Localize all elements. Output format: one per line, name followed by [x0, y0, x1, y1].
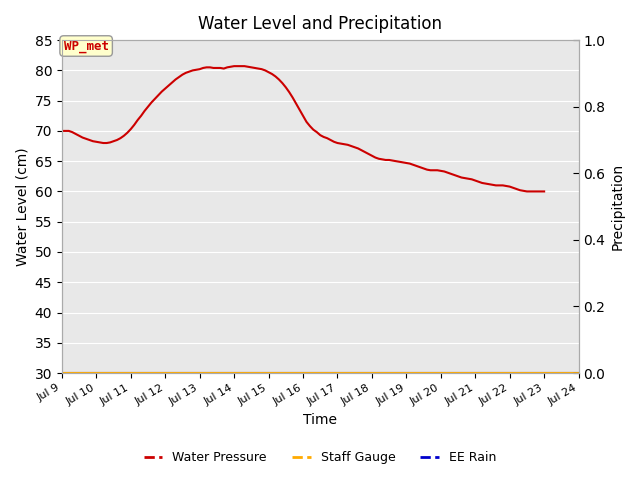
Title: Water Level and Precipitation: Water Level and Precipitation [198, 15, 442, 33]
Text: WP_met: WP_met [63, 39, 109, 52]
Y-axis label: Precipitation: Precipitation [611, 163, 625, 250]
X-axis label: Time: Time [303, 413, 337, 427]
Y-axis label: Water Level (cm): Water Level (cm) [15, 147, 29, 266]
Legend: Water Pressure, Staff Gauge, EE Rain: Water Pressure, Staff Gauge, EE Rain [139, 446, 501, 469]
